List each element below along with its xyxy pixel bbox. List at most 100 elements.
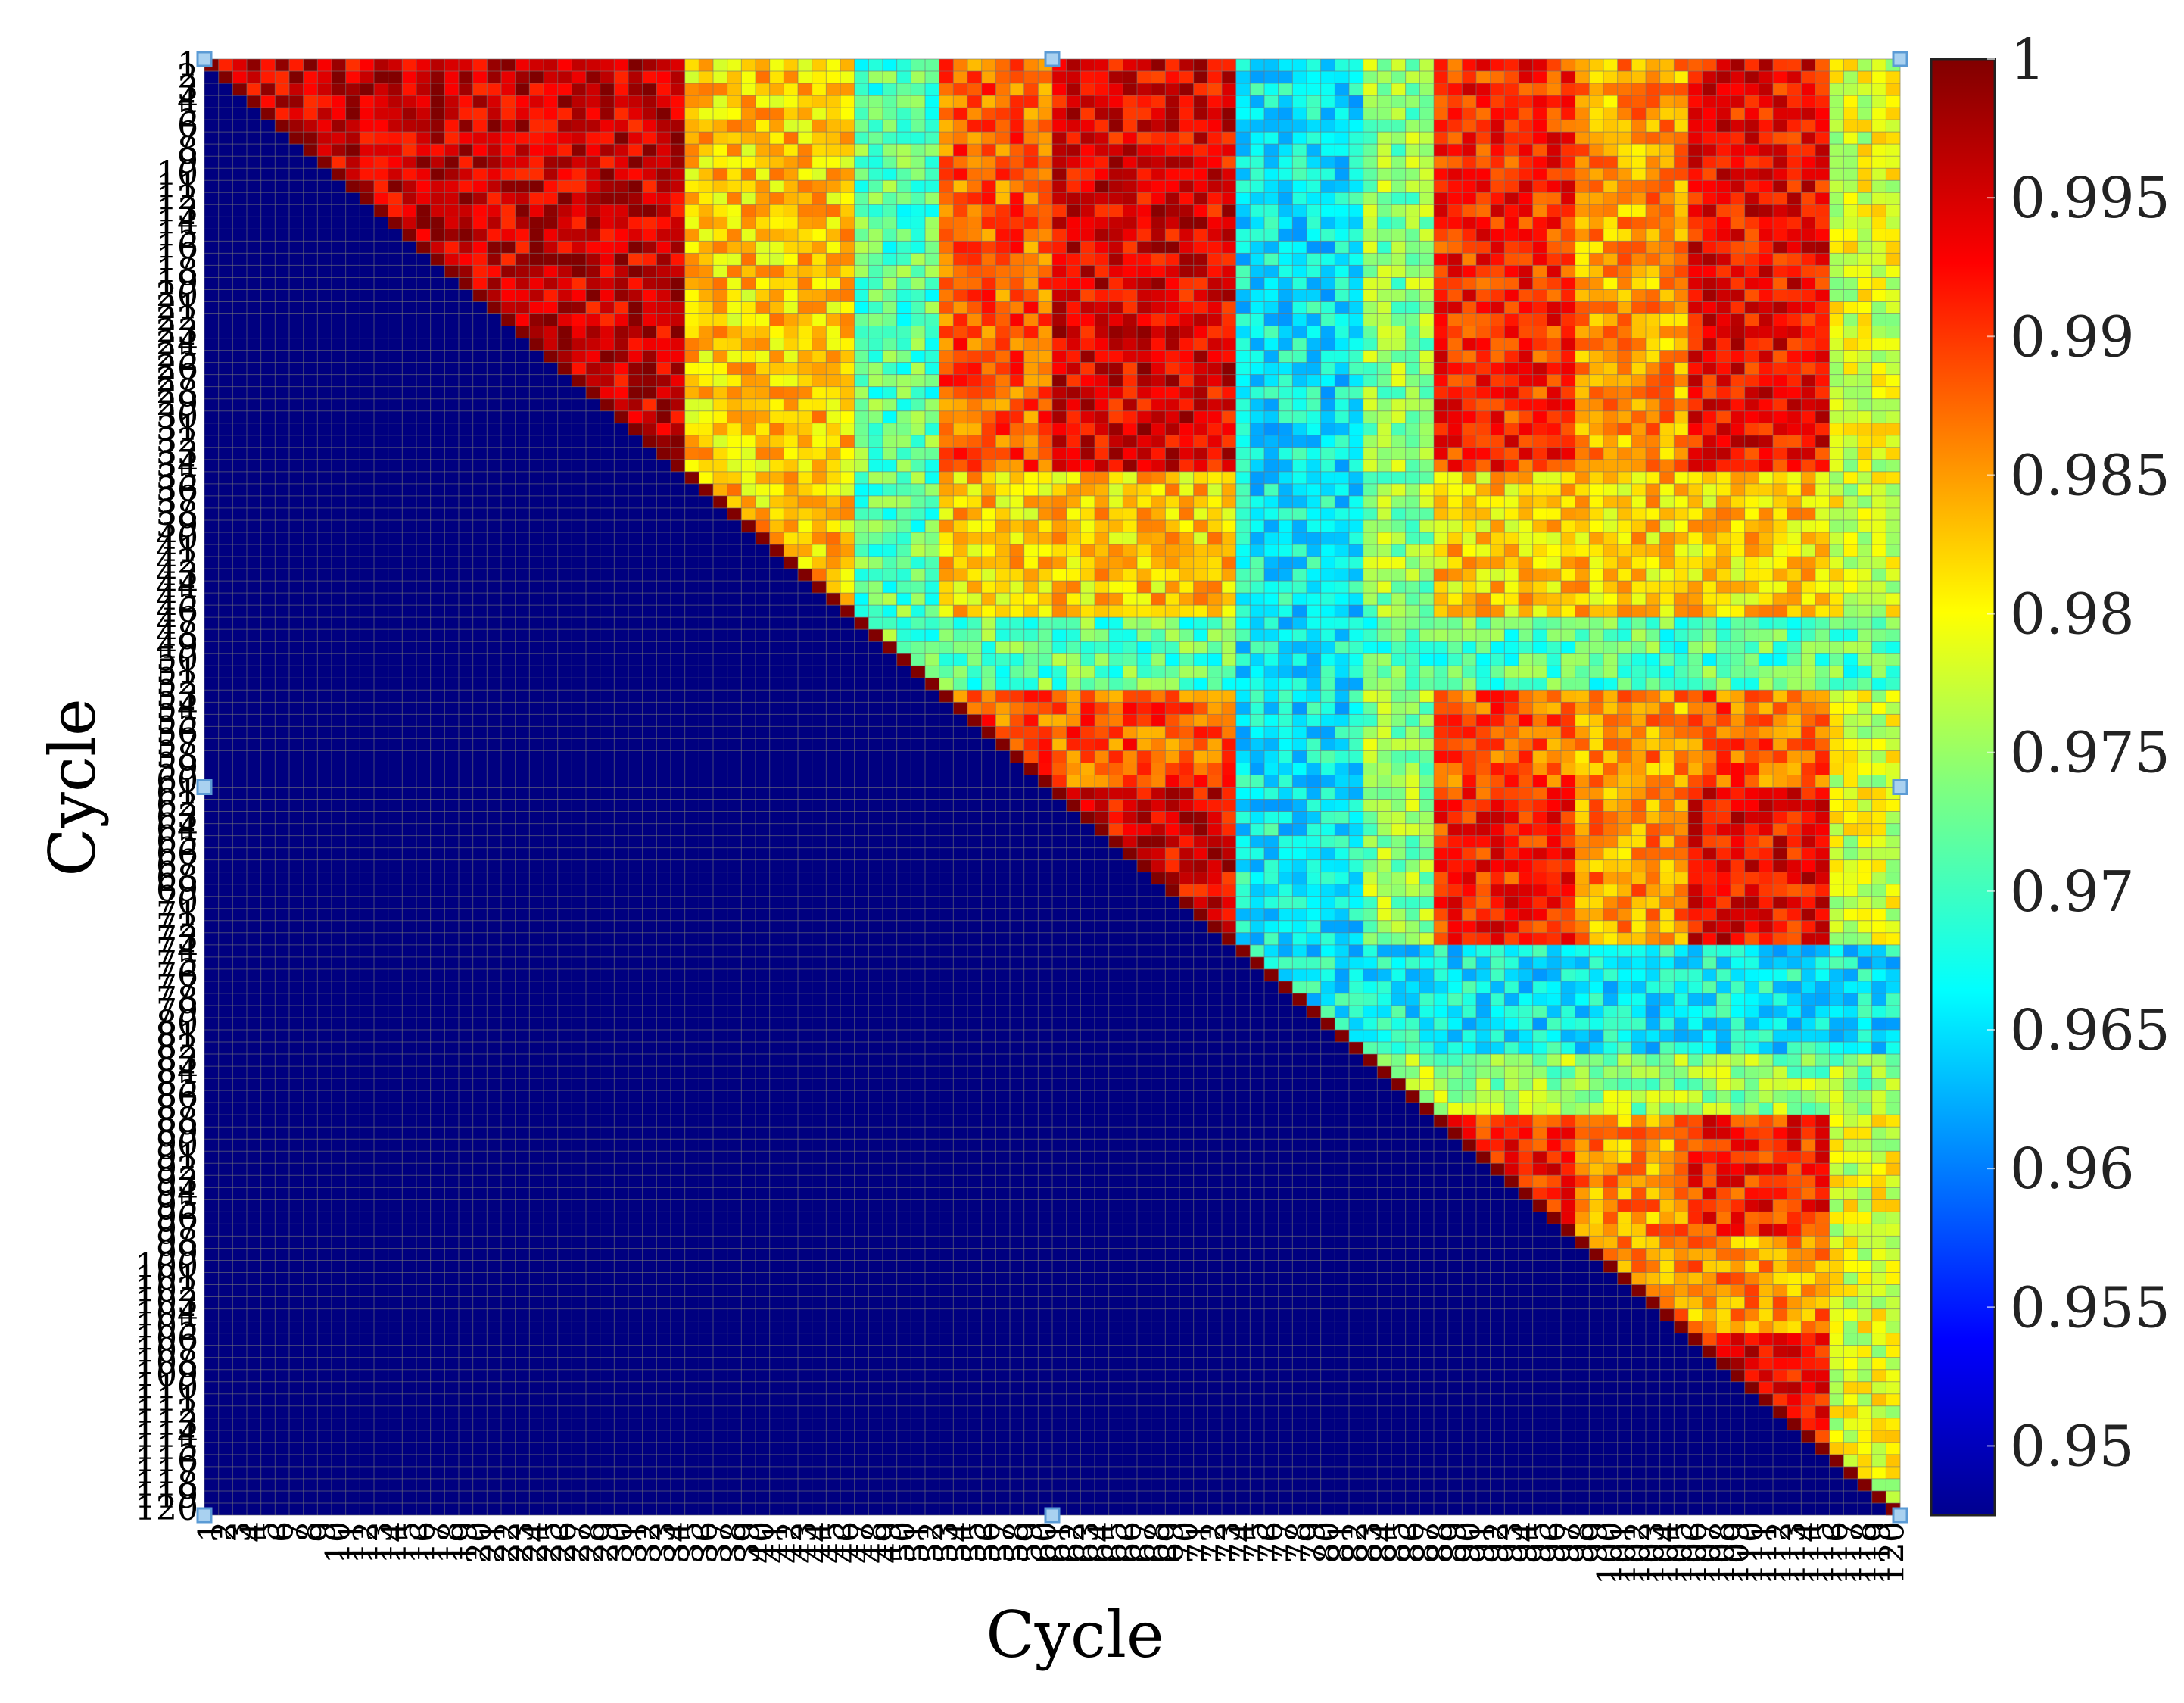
heatmap-cell	[1363, 83, 1378, 96]
heatmap-cell	[1617, 338, 1632, 351]
heatmap-cell	[1504, 653, 1519, 666]
heatmap-cell	[1532, 144, 1547, 157]
heatmap-cell	[1108, 301, 1123, 314]
heatmap-cell	[1193, 398, 1208, 412]
heatmap-cell	[854, 605, 869, 618]
heatmap-cell	[826, 156, 841, 169]
heatmap-cell	[444, 156, 460, 169]
heatmap-cell	[1108, 653, 1123, 666]
heatmap-cell	[628, 83, 643, 96]
heatmap-cell	[1193, 471, 1208, 485]
heatmap-cell	[1095, 605, 1109, 618]
heatmap-cell	[1519, 641, 1533, 654]
heatmap-cell	[628, 204, 643, 217]
heatmap-cell	[1405, 593, 1420, 606]
heatmap-cell	[1179, 95, 1194, 108]
heatmap-cell	[1575, 666, 1590, 678]
heatmap-cell	[1151, 666, 1166, 678]
heatmap-cell	[1023, 156, 1039, 169]
heatmap-cell	[1773, 690, 1787, 703]
heatmap-cell	[656, 301, 671, 314]
heatmap-cell	[1038, 192, 1053, 205]
heatmap-cell	[656, 108, 671, 120]
heatmap-cell	[1320, 229, 1335, 242]
heatmap-cell	[1377, 410, 1392, 424]
heatmap-cell	[1207, 678, 1223, 691]
heatmap-cell	[911, 350, 926, 363]
heatmap-cell	[1137, 217, 1151, 229]
heatmap-cell	[1179, 447, 1194, 460]
heatmap-cell	[1476, 423, 1491, 436]
heatmap-cell	[981, 59, 996, 72]
heatmap-cell	[911, 217, 926, 229]
heatmap-cell	[1547, 313, 1562, 326]
heatmap-cell	[1095, 617, 1109, 630]
heatmap-cell	[1207, 544, 1223, 557]
heatmap-cell	[1292, 690, 1307, 703]
heatmap-cell	[1532, 217, 1547, 229]
heatmap-cell	[374, 71, 388, 84]
heatmap-cell	[572, 120, 587, 133]
heatmap-cell	[1066, 507, 1081, 521]
heatmap-cell	[402, 144, 417, 157]
heatmap-cell	[1095, 593, 1109, 606]
heatmap-cell	[995, 83, 1011, 96]
heatmap-cell	[1801, 362, 1816, 375]
heatmap-cell	[1858, 277, 1872, 290]
heatmap-cell	[868, 605, 883, 618]
heatmap-cell	[812, 435, 827, 448]
heatmap-cell	[1193, 374, 1208, 387]
heatmap-cell	[896, 557, 911, 569]
heatmap-cell	[1320, 557, 1335, 569]
heatmap-cell	[1716, 459, 1731, 473]
heatmap-cell	[1575, 156, 1590, 169]
heatmap-cell	[1659, 471, 1675, 485]
heatmap-cell	[1659, 71, 1675, 84]
heatmap-cell	[812, 204, 827, 217]
heatmap-cell	[1773, 204, 1787, 217]
heatmap-cell	[388, 95, 403, 108]
heatmap-cell	[1490, 144, 1505, 157]
heatmap-cell	[600, 313, 615, 326]
heatmap-cell	[896, 653, 911, 666]
heatmap-cell	[896, 544, 911, 557]
heatmap-cell	[784, 338, 799, 351]
heatmap-cell	[1419, 593, 1435, 606]
heatmap-cell	[1207, 605, 1223, 618]
heatmap-cell	[1674, 168, 1689, 181]
heatmap-cell	[1264, 192, 1279, 205]
heatmap-cell	[1222, 593, 1236, 606]
heatmap-cell	[1179, 313, 1194, 326]
heatmap-cell	[529, 108, 544, 120]
heatmap-cell	[1561, 581, 1575, 594]
heatmap-cell	[572, 132, 587, 145]
heatmap-cell	[1886, 362, 1901, 375]
heatmap-cell	[444, 204, 460, 217]
heatmap-cell	[572, 313, 587, 326]
heatmap-cell	[1434, 156, 1448, 169]
heatmap-cell	[544, 326, 558, 338]
heatmap-cell	[953, 690, 968, 703]
heatmap-cell	[1080, 180, 1095, 193]
heatmap-cell	[1377, 229, 1392, 242]
heatmap-cell	[1335, 204, 1350, 217]
heatmap-cell	[1250, 289, 1265, 302]
heatmap-cell	[1801, 641, 1816, 654]
heatmap-cell	[1151, 265, 1166, 278]
heatmap-cell	[1434, 519, 1448, 533]
heatmap-cell	[1759, 301, 1774, 314]
heatmap-cell	[1575, 519, 1590, 533]
heatmap-cell	[1080, 204, 1095, 217]
heatmap-cell	[769, 423, 784, 436]
heatmap-cell	[1123, 108, 1138, 120]
heatmap-cell	[1490, 217, 1505, 229]
heatmap-cell	[1631, 471, 1647, 485]
heatmap-cell	[501, 83, 516, 96]
heatmap-cell	[939, 168, 954, 181]
heatmap-cell	[1179, 241, 1194, 254]
heatmap-cell	[1307, 374, 1321, 387]
heatmap-cell	[529, 83, 544, 96]
heatmap-cell	[854, 217, 869, 229]
heatmap-cell	[430, 108, 445, 120]
heatmap-cell	[1095, 326, 1109, 338]
